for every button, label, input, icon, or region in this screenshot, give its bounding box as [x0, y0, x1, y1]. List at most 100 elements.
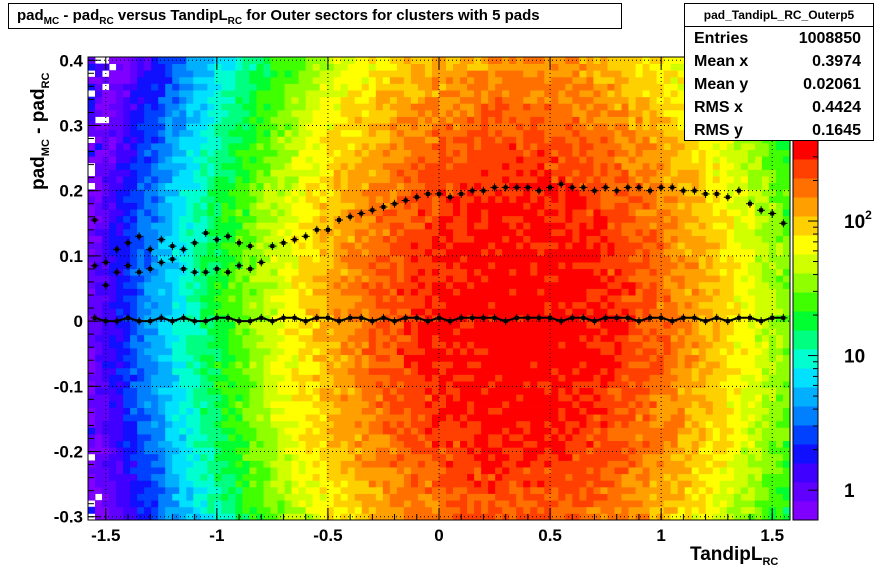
- heatmap-cell: [277, 367, 285, 375]
- heatmap-cell: [375, 255, 384, 263]
- heatmap-cell: [537, 473, 545, 481]
- heatmap-cell: [396, 440, 405, 448]
- heatmap-cell: [123, 202, 131, 210]
- heatmap-cell: [249, 176, 257, 184]
- heatmap-cell: [186, 460, 194, 468]
- heatmap-cell: [207, 301, 215, 309]
- heatmap-cell: [179, 374, 187, 382]
- heatmap-cell: [249, 400, 257, 408]
- heatmap-cell: [502, 400, 510, 408]
- heatmap-cell: [389, 103, 398, 111]
- heatmap-cell: [396, 202, 405, 210]
- heatmap-cell: [109, 162, 117, 170]
- heatmap-cell: [130, 295, 138, 303]
- heatmap-cell: [333, 96, 342, 104]
- heatmap-cell: [467, 255, 475, 263]
- heatmap-cell: [516, 109, 524, 117]
- heatmap-cell: [551, 473, 559, 481]
- heatmap-cell: [417, 255, 426, 263]
- heatmap-cell: [446, 427, 454, 435]
- heatmap-cell: [165, 63, 173, 71]
- heatmap-cell: [298, 467, 307, 475]
- heatmap-cell: [158, 70, 166, 78]
- heatmap-cell: [481, 374, 489, 382]
- heatmap-cell: [130, 103, 138, 111]
- heatmap-cell: [284, 367, 292, 375]
- heatmap-cell: [235, 215, 243, 223]
- heatmap-cell: [417, 361, 426, 369]
- heatmap-cell: [347, 189, 356, 197]
- heatmap-cell: [95, 473, 103, 481]
- heatmap-cell: [375, 486, 384, 494]
- heatmap-cell: [221, 90, 229, 98]
- heatmap-cell: [368, 447, 377, 455]
- heatmap-cell: [221, 176, 229, 184]
- heatmap-cell: [347, 103, 356, 111]
- heatmap-cell: [193, 480, 201, 488]
- heatmap-cell: [446, 361, 454, 369]
- heatmap-cell: [172, 334, 180, 342]
- heatmap-cell: [544, 281, 552, 289]
- heatmap-cell: [186, 228, 194, 236]
- heatmap-cell: [439, 407, 447, 415]
- heatmap-cell: [361, 407, 370, 415]
- heatmap-cell: [460, 156, 468, 164]
- heatmap-cell: [396, 493, 405, 501]
- heatmap-cell: [354, 83, 363, 91]
- heatmap-cell: [137, 228, 145, 236]
- heatmap-cell: [200, 242, 208, 250]
- heatmap-cell: [88, 387, 96, 395]
- heatmap-cell: [284, 407, 292, 415]
- heatmap-cell: [495, 407, 503, 415]
- heatmap-cell: [116, 500, 124, 508]
- heatmap-cell: [389, 63, 398, 71]
- heatmap-cell: [368, 334, 377, 342]
- heatmap-cell: [326, 288, 335, 296]
- heatmap-cell: [586, 513, 594, 521]
- heatmap-cell: [214, 116, 222, 124]
- heatmap-cell: [523, 228, 531, 236]
- heatmap-cell: [277, 209, 285, 217]
- heatmap-cell: [467, 341, 475, 349]
- heatmap-cell: [523, 334, 531, 342]
- heatmap-cell: [424, 248, 433, 256]
- heatmap-cell: [474, 116, 482, 124]
- heatmap-cell: [502, 275, 510, 283]
- heatmap-cell: [207, 295, 215, 303]
- heatmap-cell: [312, 281, 321, 289]
- heatmap-cell: [312, 90, 321, 98]
- heatmap-cell: [446, 440, 454, 448]
- heatmap-cell: [424, 169, 433, 177]
- heatmap-cell: [151, 70, 159, 78]
- heatmap-cell: [298, 116, 307, 124]
- heatmap-cell: [207, 222, 215, 230]
- heatmap-cell: [481, 162, 489, 170]
- heatmap-cell: [488, 434, 496, 442]
- heatmap-cell: [516, 334, 524, 342]
- heatmap-cell: [523, 506, 531, 514]
- heatmap-cell: [530, 176, 538, 184]
- heatmap-cell: [530, 162, 538, 170]
- heatmap-cell: [347, 83, 356, 91]
- heatmap-cell: [537, 295, 545, 303]
- heatmap-cell: [221, 156, 229, 164]
- heatmap-cell: [502, 348, 510, 356]
- heatmap-cell: [151, 83, 159, 91]
- heatmap-cell: [228, 367, 236, 375]
- heatmap-cell: [130, 414, 138, 422]
- heatmap-cell: [446, 513, 454, 521]
- heatmap-cell: [214, 103, 222, 111]
- heatmap-cell: [551, 460, 559, 468]
- heatmap-cell: [186, 275, 194, 283]
- heatmap-cell: [158, 136, 166, 144]
- heatmap-cell: [228, 420, 236, 428]
- heatmap-cell: [186, 341, 194, 349]
- heatmap-cell: [221, 467, 229, 475]
- heatmap-cell: [347, 96, 356, 104]
- heatmap-cell: [368, 281, 377, 289]
- heatmap-cell: [467, 480, 475, 488]
- heatmap-cell: [263, 374, 271, 382]
- heatmap-cell: [298, 486, 307, 494]
- heatmap-cell: [509, 427, 517, 435]
